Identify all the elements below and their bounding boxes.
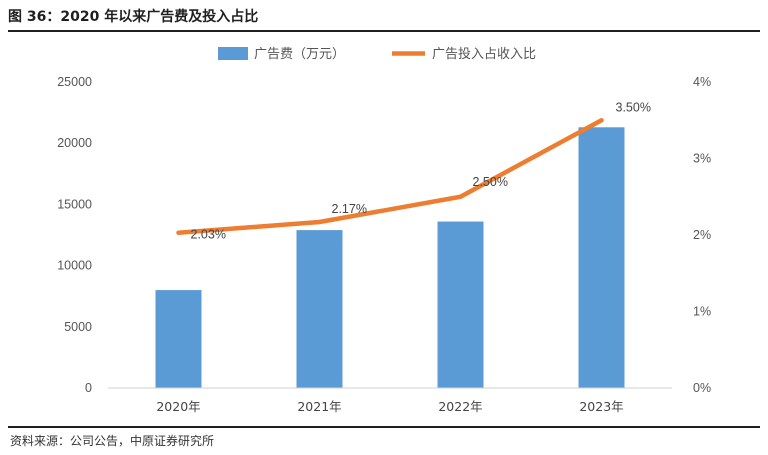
- top-rule: [8, 30, 760, 32]
- bottom-rule: [8, 426, 760, 428]
- x-axis: 2020年 2021年 2022年 2023年: [156, 399, 623, 414]
- ratio-data-label: 2.17%: [332, 202, 367, 216]
- x-tick-label: 2023年: [579, 399, 623, 414]
- left-tick-label: 25000: [57, 75, 92, 89]
- right-tick-label: 4%: [693, 75, 711, 89]
- right-tick-label: 2%: [693, 228, 711, 242]
- line-series: 2.03% 2.17% 2.50% 3.50%: [176, 100, 651, 242]
- x-tick-label: 2021年: [297, 399, 341, 414]
- left-tick-label: 5000: [64, 320, 92, 334]
- right-tick-label: 1%: [693, 305, 711, 319]
- left-y-axis: 0 5000 10000 15000 20000 25000: [57, 75, 92, 395]
- ratio-data-label: 3.50%: [616, 100, 651, 114]
- legend-bar-swatch: [218, 47, 248, 60]
- ratio-data-label: 2.50%: [473, 175, 508, 189]
- bar: [437, 221, 484, 388]
- legend-line-label: 广告投入占收入比: [432, 46, 536, 62]
- ratio-data-label: 2.03%: [191, 228, 226, 242]
- left-tick-label: 15000: [57, 197, 92, 211]
- right-tick-label: 0%: [693, 381, 711, 395]
- left-tick-label: 0: [85, 381, 92, 395]
- bar: [296, 230, 343, 388]
- x-tick-label: 2020年: [156, 399, 200, 414]
- x-tick-label: 2022年: [438, 399, 482, 414]
- ratio-line: [176, 118, 604, 235]
- legend: 广告费（万元） 广告投入占收入比: [218, 46, 536, 62]
- bar-series: [155, 127, 625, 389]
- legend-bar-label: 广告费（万元）: [254, 47, 345, 62]
- left-tick-label: 10000: [57, 259, 92, 273]
- source-note: 资料来源：公司公告，中原证券研究所: [10, 434, 215, 448]
- right-tick-label: 3%: [693, 152, 711, 166]
- bar: [155, 290, 202, 388]
- bar: [578, 127, 625, 389]
- right-y-axis: 0% 1% 2% 3% 4%: [693, 75, 711, 395]
- left-tick-label: 20000: [57, 136, 92, 150]
- figure-title: 图 36：2020 年以来广告费及投入占比: [8, 9, 259, 25]
